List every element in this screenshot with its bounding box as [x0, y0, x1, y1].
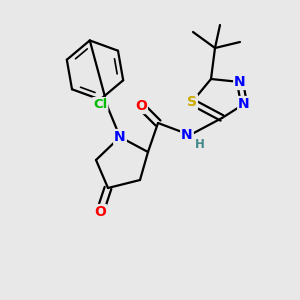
Text: N: N — [181, 128, 193, 142]
Text: N: N — [238, 97, 250, 111]
Text: N: N — [114, 130, 126, 144]
Text: O: O — [135, 99, 147, 113]
Text: O: O — [94, 205, 106, 219]
Text: S: S — [187, 95, 197, 109]
Text: H: H — [195, 137, 205, 151]
Text: N: N — [234, 75, 246, 89]
Text: Cl: Cl — [93, 98, 107, 111]
